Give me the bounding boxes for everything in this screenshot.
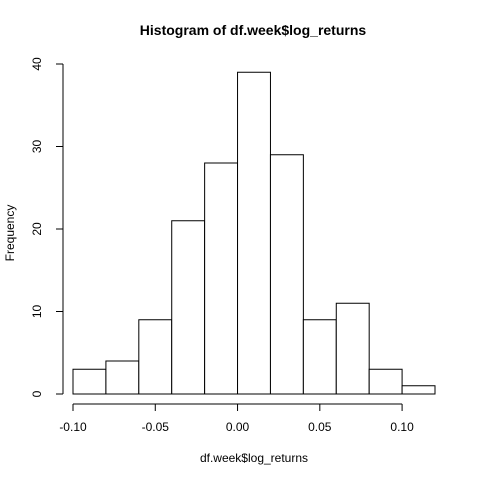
histogram-bar-2 (138, 319, 173, 395)
y-tick-label-2: 20 (30, 222, 44, 236)
histogram-bar-7 (302, 319, 337, 395)
x-tick-label-1: -0.05 (142, 420, 170, 434)
y-axis-label: Frequency (3, 205, 17, 262)
y-tick-label-0: 0 (30, 390, 44, 397)
histogram-bar-3 (171, 220, 206, 395)
chart-title: Histogram of df.week$log_returns (140, 22, 367, 38)
histogram-bar-4 (204, 162, 239, 395)
histogram-bar-6 (269, 154, 304, 395)
x-tick-label-3: 0.05 (308, 420, 332, 434)
histogram-bar-1 (105, 360, 140, 395)
histogram-bar-8 (335, 302, 370, 395)
histogram-bar-9 (368, 368, 403, 395)
y-tick-label-4: 40 (30, 57, 44, 71)
y-tick-label-3: 30 (30, 140, 44, 154)
y-tick-label-1: 10 (30, 305, 44, 319)
x-tick-label-4: 0.10 (390, 420, 414, 434)
histogram-bar-0 (72, 368, 107, 395)
histogram-bar-5 (237, 71, 271, 395)
x-tick-label-2: 0.00 (226, 420, 250, 434)
histogram-bars (72, 71, 436, 395)
x-tick-label-0: -0.10 (59, 420, 87, 434)
histogram-bar-10 (401, 385, 436, 395)
y-axis: 0 10 20 30 40 (30, 57, 64, 397)
x-axis: -0.10 -0.05 0.00 0.05 0.10 (59, 403, 414, 434)
x-axis-label: df.week$log_returns (200, 451, 308, 465)
